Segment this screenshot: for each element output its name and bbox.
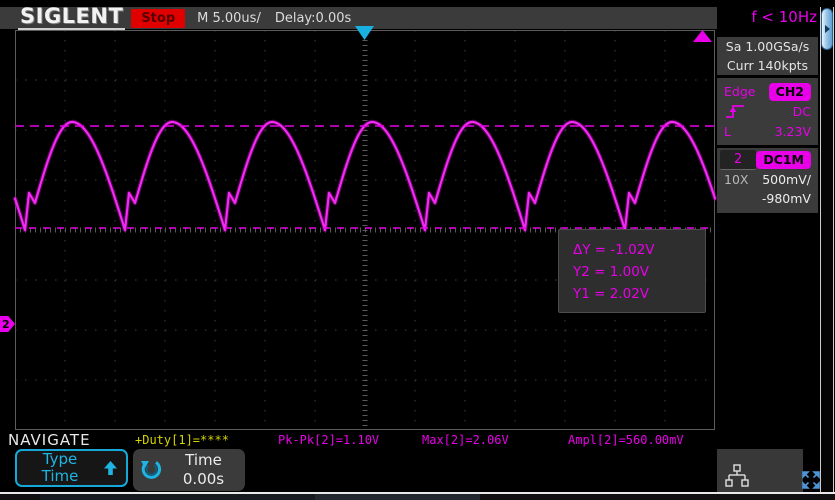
cursor-readout-panel: ΔY = -1.02V Y2 = 1.00V Y1 = 2.02V <box>558 229 706 313</box>
trigger-level-value: 3.23V <box>774 123 811 139</box>
channel2-ground-marker[interactable]: 2 <box>0 316 15 332</box>
cursor-y1: Y1 = 2.02V <box>573 286 650 302</box>
header-bar: SIGLENT Stop M 5.00us/Delay:0.00s <box>0 4 717 30</box>
run-stop-badge[interactable]: Stop <box>131 8 186 28</box>
delay-value: Delay:0.00s <box>274 10 352 26</box>
channel-panel[interactable]: 2 DC1M 10X 500mV/ -980mV <box>717 148 818 213</box>
navigate-type-button[interactable]: Type Time <box>15 449 128 487</box>
measurement-pkpk: Pk-Pk[2]=1.10V <box>278 433 380 447</box>
fullscreen-icon[interactable] <box>802 471 820 489</box>
navigate-time-button[interactable]: Time 0.00s <box>133 449 245 491</box>
trigger-panel[interactable]: Edge CH2 DC L 3.23V <box>717 78 818 145</box>
up-arrow-icon <box>104 460 117 475</box>
type-button-value: Time <box>41 467 79 485</box>
trigger-level-label: L <box>724 123 731 139</box>
measurement-ampl: Ampl[2]=560.00mV <box>568 433 684 447</box>
channel-coupling-badge[interactable]: DC1M <box>756 151 811 169</box>
probe-attenuation: 10X <box>724 172 749 187</box>
network-icon <box>725 464 749 487</box>
cursor-y2: Y2 = 1.00V <box>573 264 650 280</box>
timebase-readout: M 5.00us/Delay:0.00s <box>197 11 365 26</box>
bottom-divider <box>0 492 835 494</box>
time-button-label: Time <box>185 451 222 469</box>
rotate-icon <box>141 461 162 479</box>
browser-scrollbar[interactable] <box>820 7 834 492</box>
vertical-offset: -980mV <box>761 191 811 206</box>
channel-number-tab[interactable]: 2 <box>720 150 757 170</box>
measurement-duty: +Duty[1]=**** <box>135 433 229 447</box>
trigger-mode-label: Edge <box>724 84 756 100</box>
measurement-max: Max[2]=2.06V <box>422 433 509 447</box>
scrollbar-arrow-icon <box>825 25 830 33</box>
type-button-label: Type <box>42 450 78 468</box>
scrollbar-thumb[interactable] <box>821 8 833 50</box>
acquisition-panel: Sa 1.00GSa/s Curr 140kpts <box>717 37 818 75</box>
time-button-value: 0.00s <box>182 470 225 488</box>
memory-depth: Curr 140kpts <box>726 58 809 73</box>
trigger-level-marker[interactable] <box>693 30 712 42</box>
sample-rate: Sa 1.00GSa/s <box>725 39 810 54</box>
vertical-scale: 500mV/ <box>762 172 811 187</box>
navigate-title: NAVIGATE <box>8 431 91 449</box>
brand-logo: SIGLENT <box>18 4 126 30</box>
lan-status-box[interactable] <box>717 449 803 492</box>
trigger-position-marker[interactable] <box>355 26 374 40</box>
cursor-delta-y: ΔY = -1.02V <box>573 242 655 258</box>
trigger-source-badge[interactable]: CH2 <box>768 83 811 101</box>
frequency-counter: f < 10Hz <box>751 8 817 26</box>
rising-edge-icon <box>726 105 744 118</box>
timebase-value: M 5.00us/ <box>197 10 261 26</box>
trigger-coupling: DC <box>792 104 811 119</box>
